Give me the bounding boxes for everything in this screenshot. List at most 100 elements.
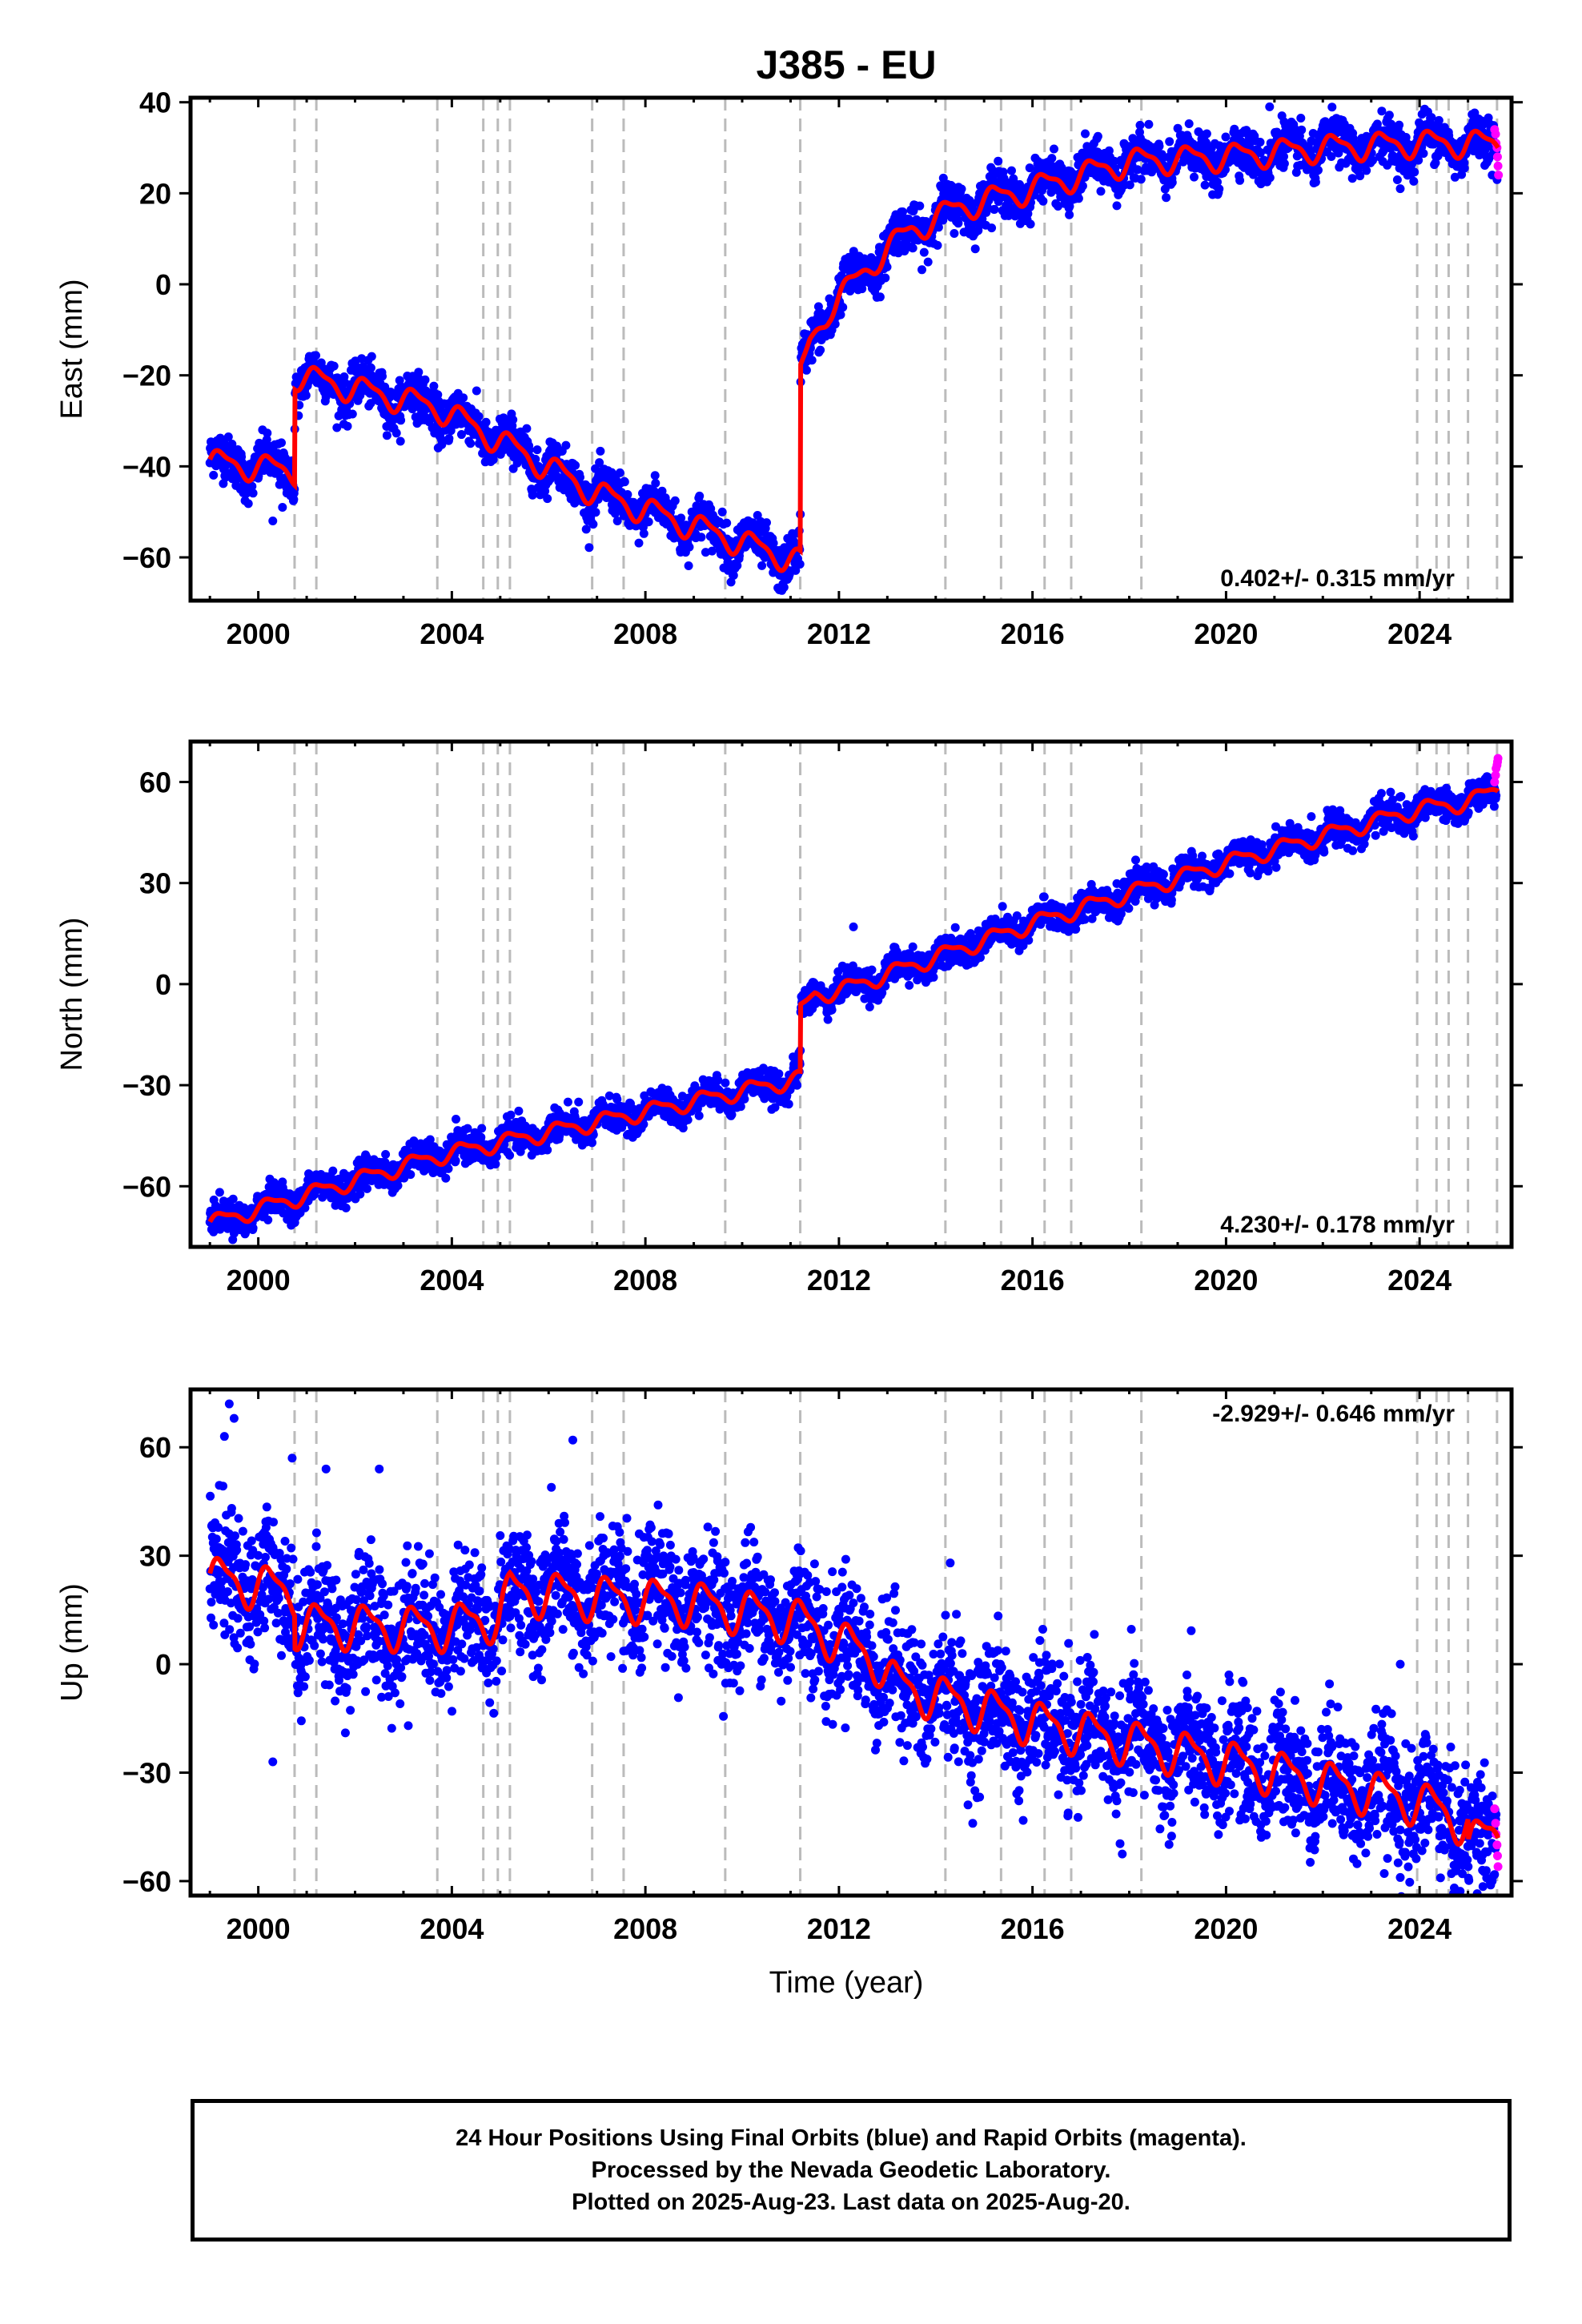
rapid-orbit-point — [1492, 152, 1502, 162]
data-point — [429, 381, 439, 391]
data-point — [685, 542, 694, 552]
x-tick-label: 2016 — [1001, 617, 1065, 650]
data-point — [444, 434, 454, 443]
data-point — [396, 436, 405, 446]
data-point — [223, 432, 233, 441]
data-point — [933, 240, 942, 250]
y-tick-label: 20 — [139, 177, 171, 210]
data-point — [634, 538, 644, 548]
x-tick-label: 2024 — [1387, 617, 1452, 650]
data-point — [378, 372, 387, 381]
y-tick-label: −40 — [122, 450, 171, 483]
y-tick-label: −60 — [122, 541, 171, 574]
x-tick-label: 2008 — [613, 617, 677, 650]
x-tick-label: 2012 — [807, 617, 871, 650]
data-point — [954, 219, 963, 228]
data-point — [528, 490, 537, 500]
data-point — [506, 1110, 516, 1120]
data-point — [1235, 175, 1245, 185]
model-fit-line — [207, 128, 1500, 573]
data-point — [437, 440, 447, 449]
data-point — [795, 560, 805, 569]
data-point — [382, 431, 391, 440]
data-point-outlier — [515, 430, 524, 440]
data-point — [717, 507, 727, 517]
data-point — [347, 409, 357, 419]
data-point — [1112, 201, 1122, 211]
data-point — [543, 494, 552, 504]
data-point — [514, 1106, 524, 1116]
data-point — [1255, 138, 1265, 147]
data-point — [677, 513, 686, 523]
data-point — [1007, 166, 1016, 175]
data-point — [481, 417, 491, 427]
data-point — [1135, 120, 1145, 130]
data-point — [915, 201, 925, 211]
data-point — [615, 468, 624, 477]
data-point — [836, 310, 845, 320]
data-point — [612, 517, 622, 525]
data-point — [1296, 114, 1306, 123]
rapid-orbit-point — [1493, 161, 1503, 171]
data-point — [791, 565, 801, 575]
data-point — [1221, 132, 1231, 142]
data-point — [816, 345, 825, 355]
data-point — [522, 424, 532, 433]
data-point — [1265, 173, 1275, 183]
data-point — [396, 416, 406, 425]
data-point — [1311, 177, 1320, 187]
data-point — [657, 486, 667, 496]
data-point-outlier — [1395, 184, 1405, 194]
data-point — [277, 438, 286, 448]
data-point — [459, 393, 468, 403]
data-point — [807, 356, 817, 365]
data-point-outlier — [456, 430, 466, 440]
data-point — [1025, 163, 1034, 173]
data-point — [363, 1184, 371, 1193]
data-point — [1038, 196, 1048, 206]
y-tick-label: 0 — [155, 268, 171, 301]
data-point — [1165, 137, 1174, 147]
data-point — [726, 577, 736, 587]
data-point — [228, 1194, 238, 1204]
data-point — [227, 440, 237, 448]
data-point — [406, 1170, 416, 1180]
data-point — [1074, 194, 1083, 203]
data-point — [1314, 166, 1323, 175]
x-tick-label: 2004 — [420, 617, 484, 650]
y-axis-label: East (mm) — [55, 279, 89, 419]
final-orbit-points — [205, 102, 1504, 595]
data-point — [343, 421, 352, 431]
data-point — [695, 491, 705, 501]
data-point — [1136, 175, 1146, 184]
data-point — [620, 477, 629, 487]
data-point — [414, 368, 424, 377]
data-point — [1093, 131, 1102, 141]
data-point — [1409, 176, 1419, 186]
data-point — [639, 529, 648, 538]
y-tick-label: 40 — [139, 86, 171, 119]
data-point — [311, 351, 320, 360]
y-tick-label: −20 — [122, 360, 171, 392]
data-point — [1419, 149, 1428, 159]
data-point-outlier — [1265, 102, 1275, 111]
data-point — [1215, 184, 1224, 194]
data-point — [1167, 178, 1177, 187]
data-point-outlier — [1434, 115, 1443, 125]
data-point — [1184, 119, 1194, 128]
data-point — [444, 1164, 453, 1173]
data-point — [938, 215, 948, 225]
data-point — [329, 361, 339, 371]
rapid-orbit-point — [1491, 129, 1500, 139]
data-point — [917, 265, 926, 275]
data-point — [757, 561, 767, 570]
data-point — [1162, 193, 1171, 203]
event-lines — [293, 742, 1499, 1247]
data-point — [505, 1151, 515, 1160]
data-point — [1047, 154, 1057, 163]
data-point — [830, 320, 840, 329]
x-tick-label: 2020 — [1194, 617, 1258, 650]
data-point — [1377, 107, 1387, 116]
data-point — [970, 244, 980, 254]
data-point — [1460, 163, 1469, 173]
